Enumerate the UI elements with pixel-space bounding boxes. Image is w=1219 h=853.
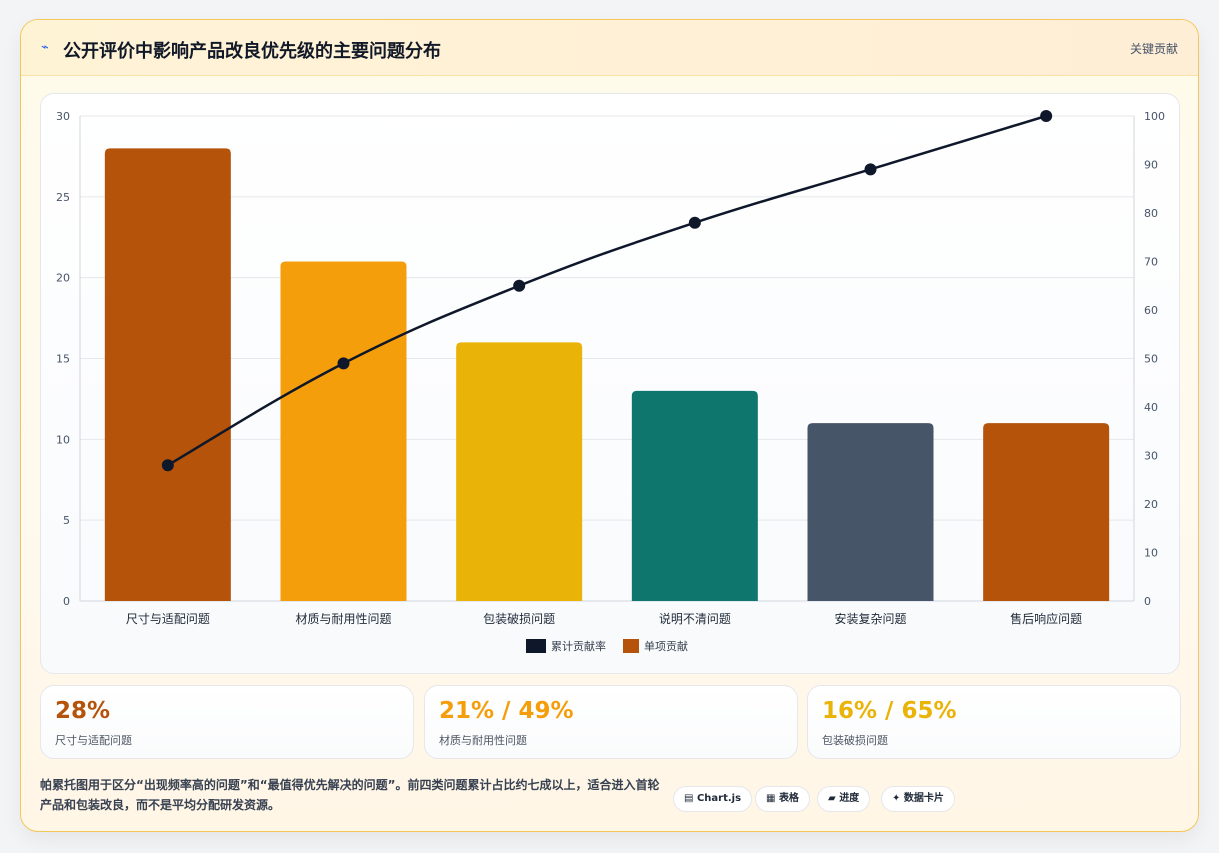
bar-2 bbox=[280, 261, 407, 601]
kpi-card-size: 28% 尺寸与适配问题 bbox=[40, 685, 414, 759]
cumulative-point-3 bbox=[513, 279, 526, 292]
x-category-label: 说明不清问题 bbox=[659, 611, 731, 626]
legend-swatch-single bbox=[623, 639, 639, 653]
kpi-value: 16% / 65% bbox=[822, 698, 957, 724]
legend-swatch-cumulative bbox=[526, 639, 546, 653]
cumulative-line bbox=[167, 114, 1047, 467]
y-right-tick-label: 60 bbox=[1144, 304, 1158, 317]
progress-icon: ▰ bbox=[828, 793, 836, 804]
bar-4 bbox=[631, 390, 758, 601]
y-left-tick-label: 0 bbox=[63, 595, 70, 608]
x-category-label: 包装破损问题 bbox=[483, 611, 555, 626]
kpi-label: 尺寸与适配问题 bbox=[55, 734, 132, 747]
y-right-tick-label: 50 bbox=[1144, 353, 1158, 366]
tag-label: 数据卡片 bbox=[903, 793, 944, 804]
tag-data-card[interactable]: ✦ 数据卡片 bbox=[881, 786, 955, 812]
header-right-label: 关键贡献 bbox=[1129, 42, 1178, 56]
chart-panel: 0 5 10 15 20 25 30 0 10 20 30 40 50 60 70 80 90 100 尺寸与适配问… bbox=[40, 93, 1180, 674]
chart-title: 公开评价中影响产品改良优先级的主要问题分布 bbox=[63, 41, 441, 62]
cumulative-point-4 bbox=[688, 216, 701, 229]
bar-3 bbox=[456, 342, 583, 601]
kpi-value: 21% / 49% bbox=[439, 698, 574, 724]
kpi-label: 材质与耐用性问题 bbox=[439, 734, 527, 747]
tag-progress[interactable]: ▰ 进度 bbox=[817, 786, 871, 812]
kpi-label: 包装破损问题 bbox=[822, 734, 888, 747]
pulse-icon: ⌁ bbox=[41, 40, 49, 55]
y-left-tick-label: 10 bbox=[56, 433, 70, 446]
y-left-tick-label: 5 bbox=[63, 514, 70, 527]
bar-5 bbox=[807, 423, 934, 601]
y-right-tick-label: 80 bbox=[1144, 207, 1158, 220]
cumulative-point-1 bbox=[161, 459, 174, 472]
pareto-chart: 0 5 10 15 20 25 30 0 10 20 30 40 50 60 70 80 90 100 尺寸与适配问… bbox=[56, 110, 1165, 653]
kpi-card-package: 16% / 65% 包装破损问题 bbox=[807, 685, 1181, 759]
x-category-label: 售后响应问题 bbox=[1010, 611, 1082, 626]
card-header: ⌁ 公开评价中影响产品改良优先级的主要问题分布 关键贡献 bbox=[21, 20, 1198, 76]
y-right-tick-label: 90 bbox=[1144, 159, 1158, 172]
tag-label: 进度 bbox=[839, 793, 860, 804]
y-left-tick-label: 25 bbox=[56, 191, 70, 204]
y-left-tick-label: 15 bbox=[56, 353, 70, 366]
cumulative-point-5 bbox=[864, 163, 877, 176]
legend-label-single: 单项贡献 bbox=[644, 639, 688, 653]
tag-chartjs[interactable]: ▤ Chart.js bbox=[673, 786, 753, 812]
y-right-tick-label: 30 bbox=[1144, 450, 1158, 463]
kpi-card-material: 21% / 49% 材质与耐用性问题 bbox=[424, 685, 798, 759]
y-left-tick-label: 20 bbox=[56, 272, 70, 285]
card-icon: ✦ bbox=[892, 793, 901, 804]
dashboard-card: ⌁ 公开评价中影响产品改良优先级的主要问题分布 关键贡献 0 5 10 15 20 25 3… bbox=[20, 19, 1199, 832]
bar-1 bbox=[104, 148, 231, 602]
y-left-tick-label: 30 bbox=[56, 110, 70, 123]
y-right-tick-label: 10 bbox=[1144, 547, 1158, 560]
x-category-label: 材质与耐用性问题 bbox=[295, 612, 391, 626]
cumulative-point-2 bbox=[337, 357, 350, 370]
y-right-tick-label: 100 bbox=[1144, 110, 1165, 123]
tag-label: Chart.js bbox=[696, 793, 742, 804]
table-icon: ▦ bbox=[766, 793, 776, 804]
tag-table[interactable]: ▦ 表格 bbox=[755, 786, 810, 812]
y-right-tick-label: 40 bbox=[1144, 401, 1158, 414]
y-right-tick-label: 0 bbox=[1144, 595, 1151, 608]
x-category-label: 尺寸与适配问题 bbox=[126, 612, 210, 626]
legend-label-cumulative: 累计贡献率 bbox=[551, 639, 606, 653]
tag-label: 表格 bbox=[778, 793, 799, 804]
cumulative-point-6 bbox=[1040, 110, 1053, 122]
y-right-tick-label: 70 bbox=[1144, 256, 1158, 269]
bar-6 bbox=[983, 423, 1110, 601]
footer-note: 帕累托图用于区分“出现频率高的问题”和“最值得优先解决的问题”。前四类问题累计占… bbox=[40, 778, 660, 812]
kpi-value: 28% bbox=[55, 698, 111, 724]
chart-icon: ▤ bbox=[684, 793, 694, 804]
x-category-label: 安装复杂问题 bbox=[834, 611, 906, 626]
y-right-tick-label: 20 bbox=[1144, 498, 1158, 511]
